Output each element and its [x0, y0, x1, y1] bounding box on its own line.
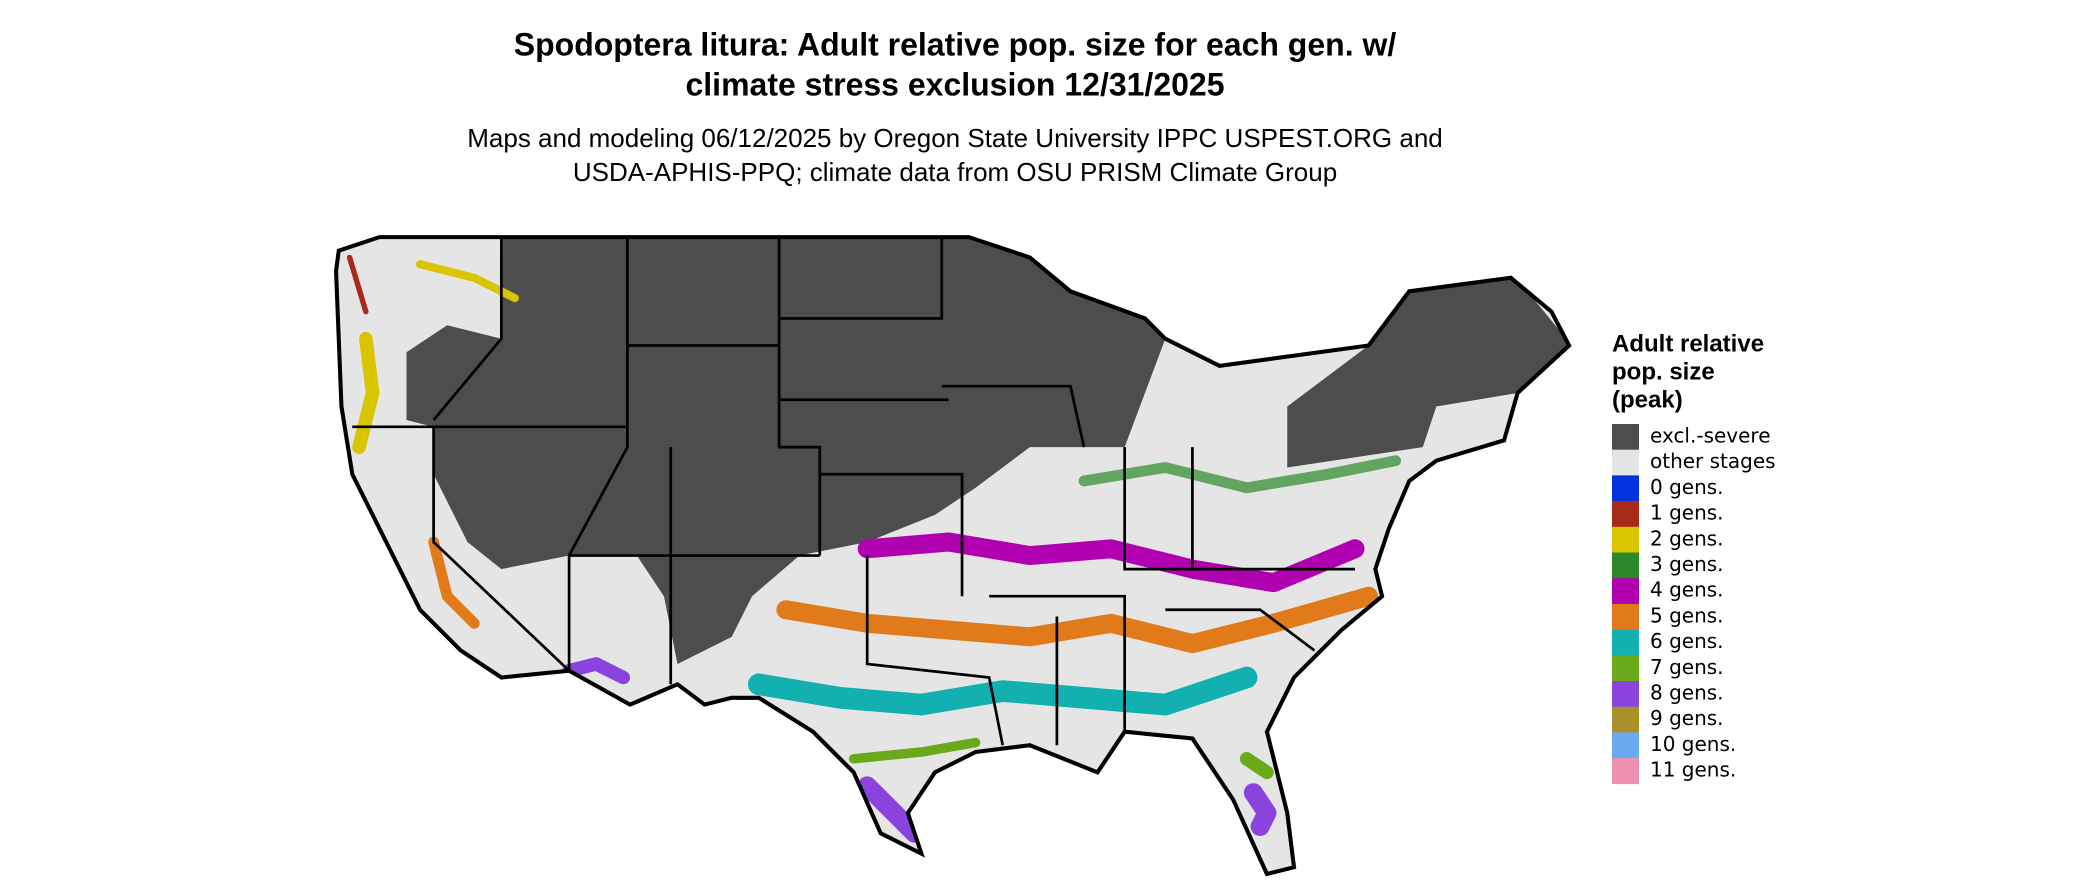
map-fill [346, 237, 1570, 843]
legend-swatch [1612, 655, 1639, 682]
legend-swatch [1612, 526, 1639, 553]
excluded-region [1287, 271, 1570, 468]
legend-label: 10 gens. [1650, 732, 1736, 756]
legend-swatch [1612, 424, 1639, 450]
legend-label: 9 gens. [1650, 706, 1724, 730]
legend-label: 0 gens. [1650, 475, 1724, 499]
legend-swatch [1612, 449, 1639, 476]
legend-label: 7 gens. [1650, 655, 1724, 679]
legend-title: (peak) [1612, 386, 1683, 413]
legend-label: 1 gens. [1650, 501, 1724, 525]
legend-swatch [1612, 706, 1639, 733]
legend-title: Adult relative [1612, 330, 1764, 357]
legend-label: excl.-severe [1650, 424, 1771, 448]
legend-label: 4 gens. [1650, 578, 1724, 602]
legend-title: pop. size [1612, 358, 1715, 385]
legend-label: 11 gens. [1650, 758, 1736, 782]
title-line: Spodoptera litura: Adult relative pop. s… [514, 26, 1397, 62]
legend-swatch [1612, 758, 1639, 785]
legend-swatch [1612, 501, 1639, 528]
legend-swatch [1612, 552, 1639, 579]
legend-label: 5 gens. [1650, 603, 1724, 627]
legend-label: other stages [1650, 449, 1776, 473]
state-borders [352, 237, 1356, 746]
legend-swatch [1612, 475, 1639, 502]
legend-swatch [1612, 732, 1639, 759]
legend-label: 2 gens. [1650, 526, 1724, 550]
legend-label: 3 gens. [1650, 552, 1724, 576]
legend-label: 6 gens. [1650, 629, 1724, 653]
subtitle-line: USDA-APHIS-PPQ; climate data from OSU PR… [573, 157, 1337, 187]
legend-swatch [1612, 629, 1639, 656]
map [336, 230, 1572, 874]
title-line: climate stress exclusion 12/31/2025 [685, 66, 1224, 102]
legend-label: 8 gens. [1650, 681, 1724, 705]
generation-bands [346, 254, 1402, 843]
legend-swatch [1612, 681, 1639, 707]
subtitle-line: Maps and modeling 06/12/2025 by Oregon S… [467, 123, 1443, 153]
legend-swatch [1612, 578, 1639, 605]
legend-swatch [1612, 603, 1639, 630]
